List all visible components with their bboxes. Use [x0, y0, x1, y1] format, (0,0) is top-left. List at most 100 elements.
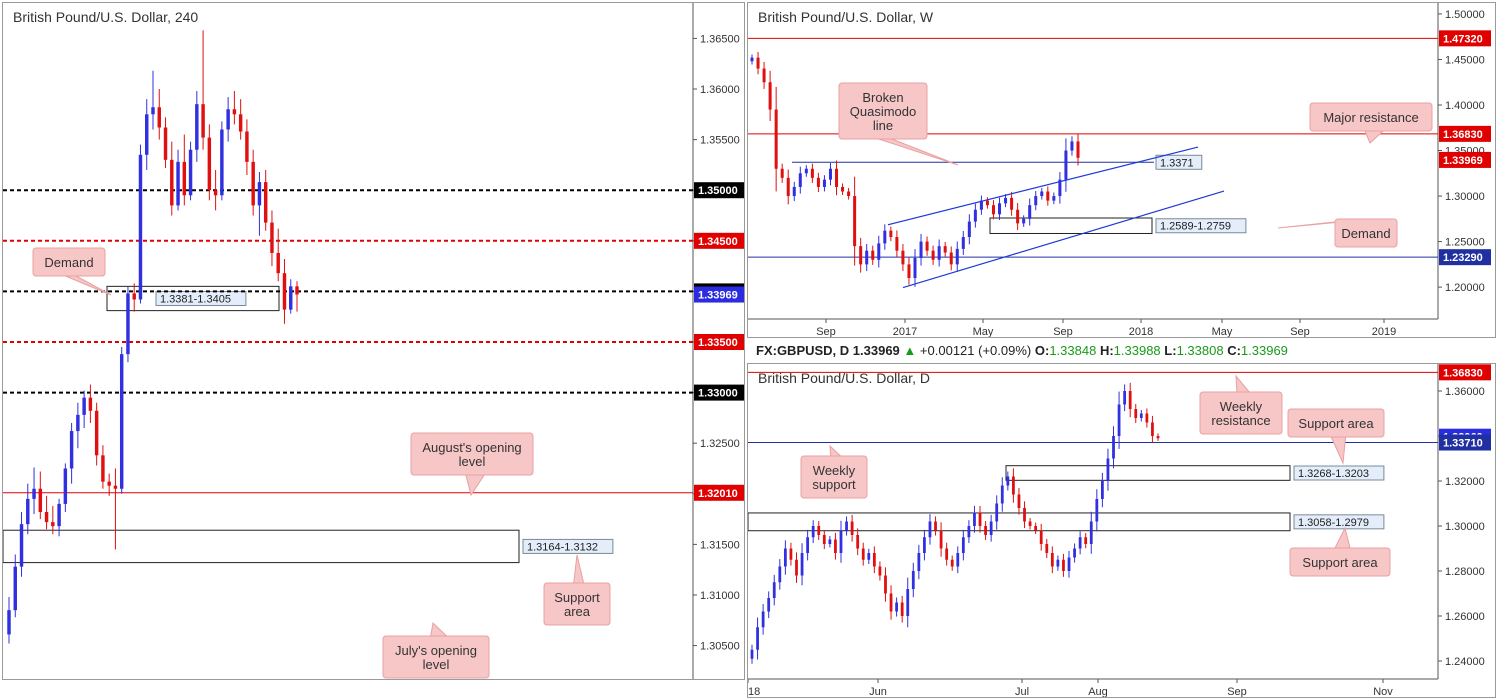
candle-body — [32, 488, 36, 499]
y-tick-label: 1.50000 — [1445, 9, 1485, 21]
candle-body — [989, 521, 993, 535]
chart-title: British Pound/U.S. Dollar, 240 — [13, 9, 199, 25]
candle-body — [945, 548, 949, 560]
candle-body — [1052, 196, 1056, 201]
candle-body — [57, 503, 61, 527]
candle-body — [917, 553, 921, 571]
zone-label: 1.3268-1.3203 — [1298, 468, 1369, 480]
candle-body — [1039, 530, 1043, 544]
chart-weekly-svg[interactable]: 1.500001.450001.400001.350001.300001.250… — [748, 3, 1496, 338]
candle-body — [232, 109, 237, 115]
price-axis-tag — [1439, 30, 1491, 47]
candle-body — [810, 168, 814, 178]
candle-body — [176, 161, 180, 206]
price-axis-tag-label: 1.33500 — [698, 337, 738, 349]
chart-panel-weekly[interactable]: British Pound/U.S. Dollar, W 1.50000 1.45… — [747, 2, 1496, 338]
candle-body — [1134, 409, 1138, 418]
candle-body — [861, 548, 865, 560]
y-tick-label: 1.30000 — [1445, 521, 1485, 533]
symbol-label: FX:GBPUSD, D — [756, 343, 850, 358]
chart-panel-240[interactable]: British Pound/U.S. Dollar, 240 1.36500 1.… — [2, 2, 745, 680]
candle-body — [778, 566, 782, 583]
zone-rect — [748, 512, 1291, 532]
candle-body — [1089, 521, 1093, 544]
candle-body — [188, 149, 193, 196]
x-tick-label: May — [973, 326, 994, 338]
level-label: 1.3371 — [1160, 157, 1194, 169]
price-axis-tag-label: 1.47320 — [1443, 33, 1483, 45]
candle-body — [786, 177, 790, 197]
candle-body — [867, 553, 871, 560]
callout-pointer — [573, 554, 585, 584]
y-tick-label: 1.31500 — [700, 539, 740, 551]
callout-label: Support — [554, 590, 600, 605]
callout-box — [1199, 391, 1283, 435]
candle-body — [901, 250, 905, 265]
chart-240-svg[interactable]: 1.365001.360001.355001.350001.345001.340… — [3, 3, 745, 680]
zone-label-box — [1293, 514, 1385, 530]
candle-body — [1151, 422, 1154, 436]
candle-body — [1084, 537, 1088, 544]
candle-body — [961, 537, 965, 553]
callout-box — [32, 247, 106, 277]
callout-box — [1334, 218, 1398, 248]
candle-body — [1046, 191, 1050, 201]
chart-panel-daily[interactable]: British Pound/U.S. Dollar, D 1.360001.34… — [747, 363, 1496, 698]
candle-body — [991, 205, 995, 215]
y-tick-label: 1.24000 — [1445, 656, 1485, 668]
candle-body — [132, 293, 136, 300]
x-tick-label: Sep — [1290, 326, 1310, 338]
candle-body — [69, 431, 74, 469]
candle-body — [19, 524, 24, 567]
callout-pointer — [829, 444, 842, 457]
trend-line — [902, 190, 1225, 289]
callout-label: Weekly — [813, 463, 856, 478]
x-tick-label: Jul — [1015, 686, 1029, 698]
candle-body — [1064, 150, 1068, 180]
candle-body — [895, 602, 898, 612]
candle-body — [1156, 436, 1160, 439]
price-axis-tag-label: 1.33000 — [698, 388, 738, 400]
candle-body — [276, 252, 280, 274]
candle-body — [828, 539, 832, 544]
candle-body — [804, 168, 808, 174]
candle-body — [856, 535, 860, 549]
y-tick-label: 1.35500 — [700, 135, 740, 147]
candle-body — [1095, 499, 1099, 522]
candle-body — [939, 530, 943, 549]
last-price: 1.33969 — [852, 343, 900, 358]
close-value: 1.33969 — [1240, 343, 1288, 358]
candle-body — [26, 498, 30, 525]
candle-body — [853, 196, 857, 247]
candle-body — [1070, 141, 1074, 151]
x-tick-label: May — [1212, 326, 1233, 338]
candle-body — [931, 250, 935, 260]
y-tick-label: 1.32500 — [700, 438, 740, 450]
candle-body — [1017, 494, 1021, 508]
candle-body — [822, 179, 826, 187]
candle-body — [850, 521, 854, 535]
candle-body — [816, 177, 820, 187]
zone-label: 1.2589-1.2759 — [1160, 221, 1231, 233]
callout-label: support — [812, 477, 856, 492]
low-value: 1.33808 — [1176, 343, 1224, 358]
candle-body — [995, 503, 999, 522]
candle-body — [126, 293, 130, 355]
callout-label: line — [873, 118, 893, 133]
price-axis-tag — [1439, 151, 1491, 168]
candle-body — [878, 566, 882, 576]
candle-body — [1117, 404, 1121, 436]
candle-body — [170, 159, 174, 206]
candle-body — [973, 512, 976, 526]
callout-box — [1309, 102, 1433, 132]
x-tick-label: 2017 — [893, 326, 917, 338]
x-tick-label: Sep — [816, 326, 836, 338]
candle-body — [1076, 141, 1080, 158]
candle-body — [950, 559, 954, 567]
x-tick-label: Jun — [869, 686, 887, 698]
callout-label: Support area — [1302, 555, 1378, 570]
candle-body — [923, 537, 926, 553]
candle-body — [792, 186, 796, 197]
chart-daily-svg[interactable]: 1.360001.340001.320001.300001.280001.260… — [748, 364, 1496, 698]
candle-body — [270, 222, 274, 253]
